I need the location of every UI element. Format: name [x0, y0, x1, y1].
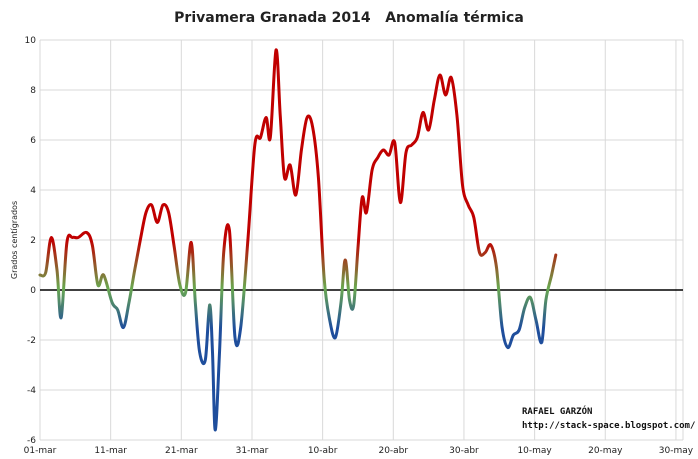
series-line: [38, 48, 558, 432]
chart-title: Privamera Granada 2014 Anomalía térmica: [174, 10, 524, 26]
y-tick-label: -2: [27, 336, 36, 346]
y-tick-label: 0: [30, 286, 36, 296]
x-tick-label: 10-may: [517, 446, 552, 456]
x-tick-label: 21-mar: [165, 446, 198, 456]
x-tick-label: 20-abr: [378, 446, 408, 456]
y-tick-label: 6: [30, 136, 36, 146]
y-tick-label: 10: [25, 36, 37, 46]
x-tick-label: 20-may: [588, 446, 623, 456]
y-axis-ticks: 10 8 6 4 2 0 -2 -4 -6: [25, 36, 37, 446]
credit-url: http://stack-space.blogspot.com/: [522, 421, 695, 431]
y-tick-label: 2: [30, 236, 36, 246]
x-tick-label: 10-abr: [308, 446, 338, 456]
x-tick-label: 30-abr: [449, 446, 479, 456]
y-tick-label: -4: [27, 386, 36, 396]
y-axis-label: Grados centígrados: [10, 201, 19, 279]
x-tick-label: 11-mar: [94, 446, 127, 456]
y-tick-label: 4: [30, 186, 36, 196]
y-tick-label: 8: [30, 86, 36, 96]
y-tick-label: -6: [27, 436, 36, 446]
x-tick-label: 31-mar: [236, 446, 269, 456]
x-axis-ticks: 01-mar 11-mar 21-mar 31-mar 10-abr 20-abr 30-a…: [24, 446, 694, 456]
credit-author: RAFAEL GARZÓN: [522, 405, 592, 417]
x-tick-label: 01-mar: [24, 446, 57, 456]
grid: [39, 39, 684, 441]
x-tick-label: 30-may: [659, 446, 694, 456]
